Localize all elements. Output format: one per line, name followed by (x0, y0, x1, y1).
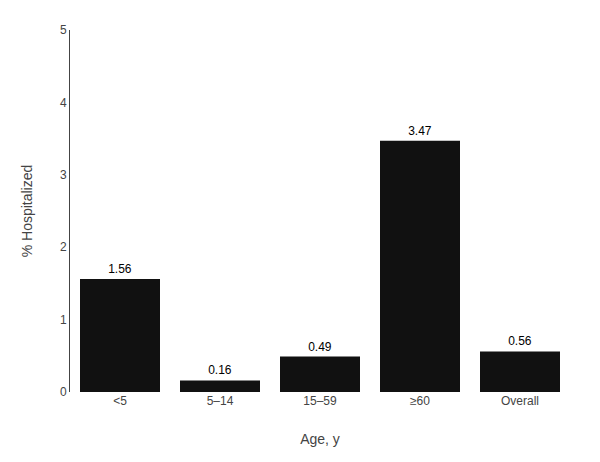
svg-text:2: 2 (60, 240, 67, 254)
svg-text:4: 4 (60, 96, 67, 110)
svg-text:≥60: ≥60 (410, 394, 430, 408)
svg-text:0.49: 0.49 (308, 340, 332, 354)
svg-text:3: 3 (60, 168, 67, 182)
svg-text:0.16: 0.16 (208, 363, 232, 377)
svg-text:15–59: 15–59 (303, 394, 337, 408)
svg-text:<5: <5 (113, 394, 127, 408)
svg-text:% Hospitalized: % Hospitalized (19, 165, 35, 258)
svg-text:3.47: 3.47 (408, 124, 432, 138)
svg-text:Overall: Overall (501, 394, 539, 408)
svg-text:1.56: 1.56 (108, 262, 132, 276)
svg-text:0: 0 (60, 385, 67, 399)
svg-text:0.56: 0.56 (508, 334, 532, 348)
svg-text:5: 5 (60, 23, 67, 37)
svg-text:5–14: 5–14 (207, 394, 234, 408)
svg-text:Age, y: Age, y (300, 431, 340, 447)
svg-text:1: 1 (60, 313, 67, 327)
